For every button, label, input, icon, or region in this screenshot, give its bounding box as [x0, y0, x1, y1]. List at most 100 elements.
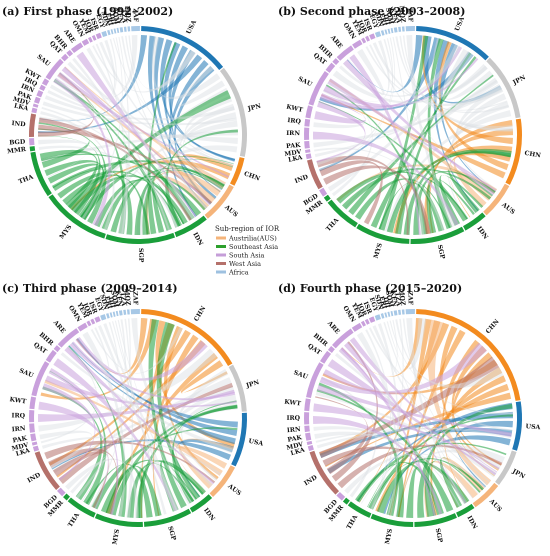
- chord-link-chn-mys: [140, 322, 175, 518]
- sector-label-are: ARE: [325, 319, 341, 336]
- sector-arc-qat: [320, 350, 332, 364]
- chord-link-mys-jpn: [67, 90, 231, 211]
- sector-arc-jpn: [219, 67, 247, 157]
- sector-label-are: ARE: [51, 318, 67, 335]
- sector-arc-omn: [352, 39, 363, 49]
- sector-label-moz: MOZ: [123, 288, 132, 306]
- chord-link-kwt-sau: [314, 94, 366, 124]
- chord-link-qat-jpn: [332, 65, 488, 104]
- chord-link-sau-usa: [319, 46, 463, 110]
- chord-link-chn-sau: [40, 318, 157, 400]
- chord-link-lka-mys: [40, 111, 115, 231]
- chord-link-jpn-idn: [173, 369, 229, 498]
- sector-label-eri: ERI: [378, 295, 388, 309]
- legend: Sub-region of IOR Austrilia(AUS)Southeas…: [215, 225, 280, 277]
- chord-link-isr-sgp: [97, 325, 178, 512]
- chord-link-chn-jpn: [180, 360, 228, 394]
- sector-label-sdn: SDN: [98, 294, 109, 311]
- sector-arc-isr: [368, 316, 376, 323]
- sector-arc-irn: [304, 127, 310, 140]
- sector-label-mdv: MDV: [12, 96, 30, 107]
- chord-link-bgd-aus: [344, 453, 486, 494]
- sector-label-tza: TZA: [119, 292, 128, 307]
- sector-arc-som: [390, 27, 394, 34]
- chord-link-aus-sau: [64, 66, 226, 189]
- sector-arc-isr: [95, 32, 102, 40]
- sector-label-ind: IND: [11, 120, 26, 128]
- sector-label-som: SOM: [384, 290, 394, 308]
- sector-arc-mys: [94, 513, 143, 527]
- chord-link-sgp-mys: [105, 465, 162, 517]
- sector-label-tha: THA: [67, 512, 81, 529]
- chord-link-mys-sgp: [406, 467, 437, 518]
- sector-arc-ind: [29, 113, 37, 137]
- chord-link-idn-chn: [156, 321, 201, 500]
- sector-arc-irq: [39, 84, 46, 91]
- sector-label-chn: CHN: [485, 318, 501, 335]
- chord-link-omn-mys: [356, 332, 398, 516]
- chord-link-bgd-usa: [327, 51, 474, 192]
- sector-arc-mmr: [29, 146, 36, 152]
- sector-arc-bgd: [336, 491, 346, 501]
- chord-link-jpn-mys: [127, 385, 235, 518]
- sector-label-pak: PAK: [12, 435, 28, 445]
- chord-link-tha-usa: [91, 427, 238, 510]
- sector-label-irn: IRN: [20, 83, 36, 95]
- chord-link-idn-jpn: [165, 129, 238, 228]
- sector-label-sgp: SGP: [166, 526, 177, 542]
- sector-arc-mdv: [31, 441, 38, 446]
- sector-label-sgp: SGP: [434, 528, 444, 544]
- sector-label-dji: DJI: [107, 296, 116, 309]
- sector-label-pak: PAK: [16, 90, 32, 102]
- sector-arc-qat: [45, 349, 57, 363]
- sector-arc-irn: [36, 90, 44, 98]
- chord-link-jpn-ind: [38, 119, 238, 144]
- sector-label-dji: DJI: [382, 13, 391, 26]
- chord-link-are-aus: [64, 346, 215, 485]
- chord-link-irn-sgp: [313, 131, 459, 226]
- sector-label-dji: DJI: [108, 13, 117, 26]
- sector-arc-egy: [374, 314, 381, 321]
- sector-label-mys: MYS: [58, 223, 73, 240]
- chord-links: [37, 318, 238, 518]
- chord-links: [313, 318, 513, 518]
- chord-link-omn-mys: [82, 331, 126, 517]
- sector-arc-mdv: [32, 103, 39, 108]
- sector-arc-ken: [119, 27, 124, 33]
- chord-link-usa-idn: [168, 59, 209, 218]
- sector-label-egy: EGY: [368, 13, 380, 29]
- chord-link-jpn-idn: [449, 93, 507, 214]
- panel-second-phase: (b) Second phase (2003–2008) USA JPN CHN AU…: [278, 5, 542, 260]
- sector-label-tha: THA: [346, 514, 360, 531]
- chord-link-som-sgp: [392, 36, 425, 235]
- sector-arc-idn: [174, 215, 207, 238]
- chord-link-bgd-tha: [38, 139, 91, 178]
- sector-label-irn: IRN: [286, 130, 300, 137]
- chord-link-dji-mys: [81, 37, 123, 220]
- chord-link-are-idn: [344, 341, 467, 504]
- sector-arc-lka: [31, 107, 38, 114]
- sector-label-mdv: MDV: [284, 149, 302, 159]
- sector-label-lka: LKA: [288, 154, 304, 164]
- legend-label-west-asia: West Asia: [229, 260, 261, 268]
- legend-label-africa: Africa: [228, 269, 249, 277]
- sector-arc-omn: [81, 38, 90, 46]
- sector-label-mys: MYS: [111, 528, 121, 545]
- chord-link-lka-usa: [316, 427, 512, 449]
- chord-links: [38, 35, 238, 235]
- chord-link-jpn-tha: [343, 77, 499, 209]
- sector-label-isr: ISR: [362, 18, 374, 33]
- sector-arc-moz: [401, 26, 405, 32]
- sector-label-pak: PAK: [287, 434, 303, 444]
- sector-arc-eri: [384, 312, 388, 318]
- sector-arc-egy: [374, 31, 382, 38]
- chord-link-mys-aus: [376, 458, 484, 514]
- sector-label-ken: KEN: [115, 7, 124, 24]
- sector-label-eri: ERI: [378, 12, 388, 26]
- chord-link-tha-jpn: [355, 442, 507, 503]
- sector-label-chn: CHN: [524, 150, 542, 160]
- sector-label-mmr: MMR: [7, 146, 27, 155]
- sector-arc-aus: [483, 183, 510, 216]
- sector-label-sdn: SDN: [373, 11, 384, 28]
- sector-label-aus: AUS: [222, 203, 239, 219]
